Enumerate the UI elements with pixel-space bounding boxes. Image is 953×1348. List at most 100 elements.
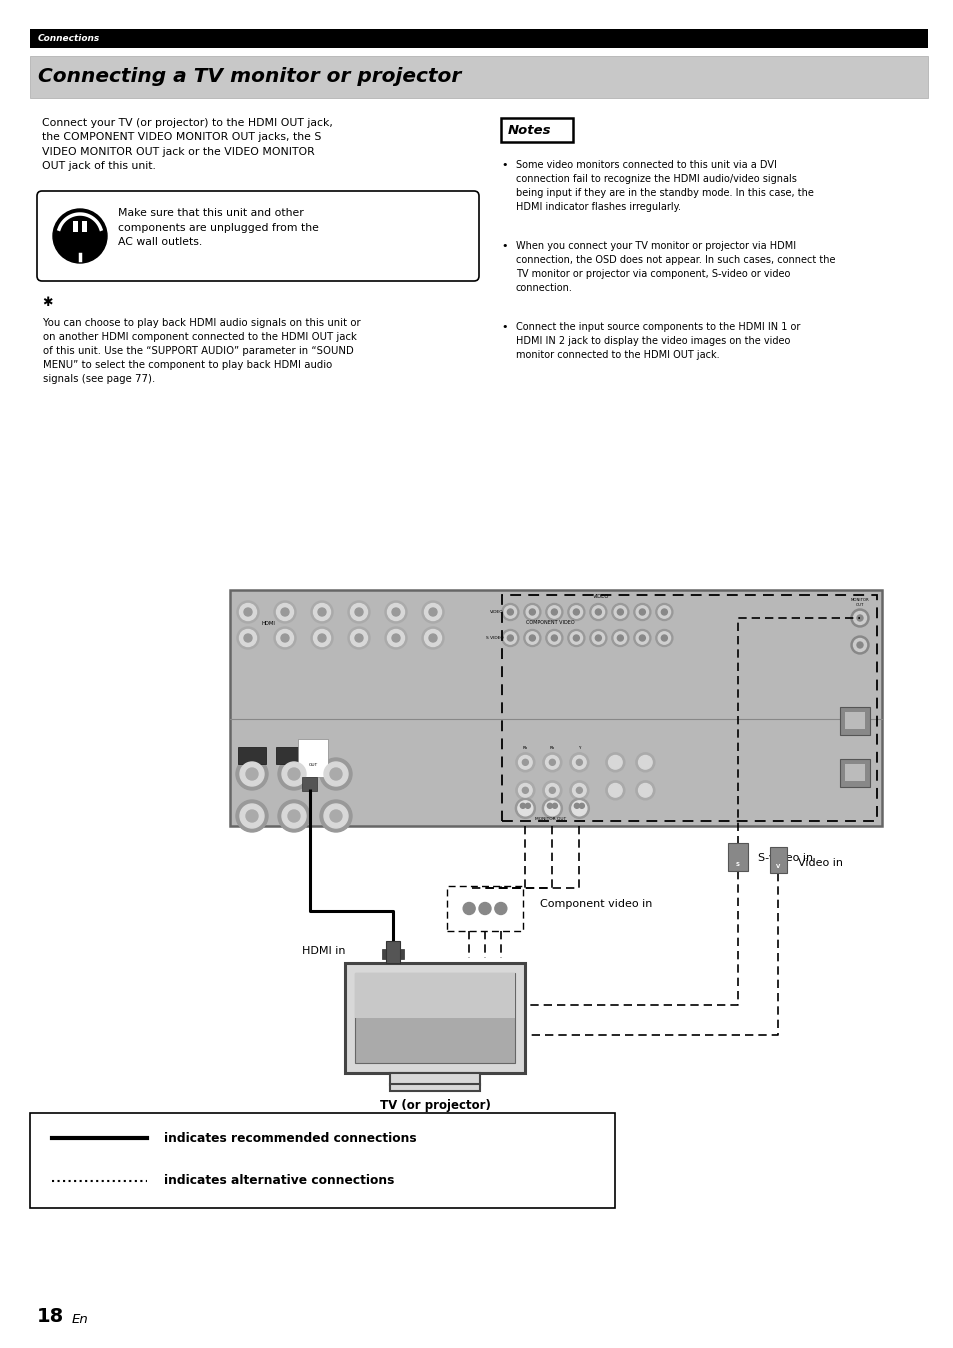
Circle shape: [856, 642, 862, 648]
Circle shape: [421, 627, 443, 648]
Circle shape: [288, 810, 299, 822]
Text: Video in: Video in: [797, 857, 842, 868]
Circle shape: [639, 609, 644, 615]
Circle shape: [655, 630, 672, 647]
Circle shape: [545, 783, 558, 797]
Bar: [230, 590, 882, 826]
Circle shape: [478, 903, 491, 914]
FancyBboxPatch shape: [37, 191, 478, 280]
Circle shape: [319, 799, 352, 832]
Text: Some video monitors connected to this unit via a DVI
connection fail to recogniz: Some video monitors connected to this un…: [516, 160, 813, 212]
Circle shape: [240, 762, 264, 786]
Text: Notes: Notes: [507, 124, 551, 137]
Text: indicates alternative connections: indicates alternative connections: [164, 1174, 394, 1188]
Circle shape: [387, 604, 404, 620]
Circle shape: [636, 632, 648, 644]
Circle shape: [573, 635, 578, 642]
Bar: [727, 842, 747, 871]
Circle shape: [639, 635, 644, 642]
Circle shape: [503, 632, 516, 644]
Text: Pb: Pb: [549, 747, 555, 751]
Circle shape: [277, 799, 310, 832]
Circle shape: [429, 608, 436, 616]
Circle shape: [545, 630, 562, 647]
Circle shape: [542, 798, 561, 818]
Circle shape: [549, 759, 555, 766]
Circle shape: [424, 604, 441, 620]
Circle shape: [462, 903, 475, 914]
Circle shape: [501, 630, 518, 647]
Bar: [30, 30, 927, 49]
Circle shape: [636, 752, 654, 772]
Text: En: En: [71, 1313, 89, 1326]
Circle shape: [519, 803, 525, 809]
Circle shape: [235, 799, 268, 832]
Circle shape: [592, 605, 604, 619]
Circle shape: [235, 758, 268, 790]
Text: •: •: [500, 160, 507, 170]
Text: S VIDEO: S VIDEO: [486, 636, 503, 640]
Text: indicates recommended connections: indicates recommended connections: [164, 1131, 416, 1144]
Text: TV (or projector): TV (or projector): [379, 1099, 490, 1112]
Circle shape: [549, 787, 555, 794]
Circle shape: [567, 630, 584, 647]
Circle shape: [515, 798, 535, 818]
Circle shape: [569, 780, 588, 799]
Text: VIDEO: VIDEO: [490, 611, 503, 613]
Circle shape: [570, 605, 582, 619]
Circle shape: [429, 634, 436, 642]
Text: ✱: ✱: [42, 297, 52, 309]
Circle shape: [282, 803, 306, 828]
Circle shape: [324, 762, 348, 786]
Circle shape: [507, 609, 513, 615]
Circle shape: [507, 635, 513, 642]
Bar: [73, 221, 78, 232]
Text: When you connect your TV monitor or projector via HDMI
connection, the OSD does : When you connect your TV monitor or proj…: [516, 241, 835, 294]
Circle shape: [545, 755, 558, 770]
Bar: [302, 778, 316, 791]
Circle shape: [282, 762, 306, 786]
Circle shape: [614, 632, 626, 644]
Text: VIDEO: VIDEO: [593, 594, 609, 599]
Circle shape: [274, 627, 295, 648]
Circle shape: [236, 601, 258, 623]
Bar: [769, 847, 786, 874]
Bar: [355, 973, 515, 1018]
Circle shape: [317, 634, 326, 642]
Circle shape: [856, 615, 862, 621]
Circle shape: [276, 604, 294, 620]
Circle shape: [246, 768, 257, 780]
Text: Y: Y: [578, 747, 580, 751]
Bar: [345, 962, 524, 1073]
Circle shape: [244, 608, 252, 616]
Circle shape: [518, 755, 532, 770]
Circle shape: [392, 608, 399, 616]
Circle shape: [636, 780, 654, 799]
Circle shape: [547, 803, 552, 809]
Circle shape: [569, 752, 588, 772]
Text: HDMI in: HDMI in: [301, 946, 345, 956]
Circle shape: [522, 759, 528, 766]
Circle shape: [638, 755, 652, 770]
Text: Connecting a TV monitor or projector: Connecting a TV monitor or projector: [38, 66, 460, 86]
Circle shape: [53, 209, 107, 263]
Circle shape: [576, 787, 581, 794]
Circle shape: [355, 608, 363, 616]
Bar: [297, 739, 328, 778]
Circle shape: [660, 635, 667, 642]
Circle shape: [311, 601, 333, 623]
Circle shape: [548, 605, 560, 619]
Circle shape: [570, 632, 582, 644]
Text: 18: 18: [37, 1308, 64, 1326]
Circle shape: [495, 903, 506, 914]
Circle shape: [236, 627, 258, 648]
Circle shape: [850, 609, 868, 627]
Text: V: V: [775, 864, 780, 868]
Circle shape: [330, 768, 341, 780]
Circle shape: [542, 752, 561, 772]
Text: S-video in: S-video in: [758, 853, 812, 863]
Circle shape: [288, 768, 299, 780]
Bar: [502, 594, 876, 821]
Circle shape: [589, 630, 606, 647]
Circle shape: [350, 630, 367, 647]
